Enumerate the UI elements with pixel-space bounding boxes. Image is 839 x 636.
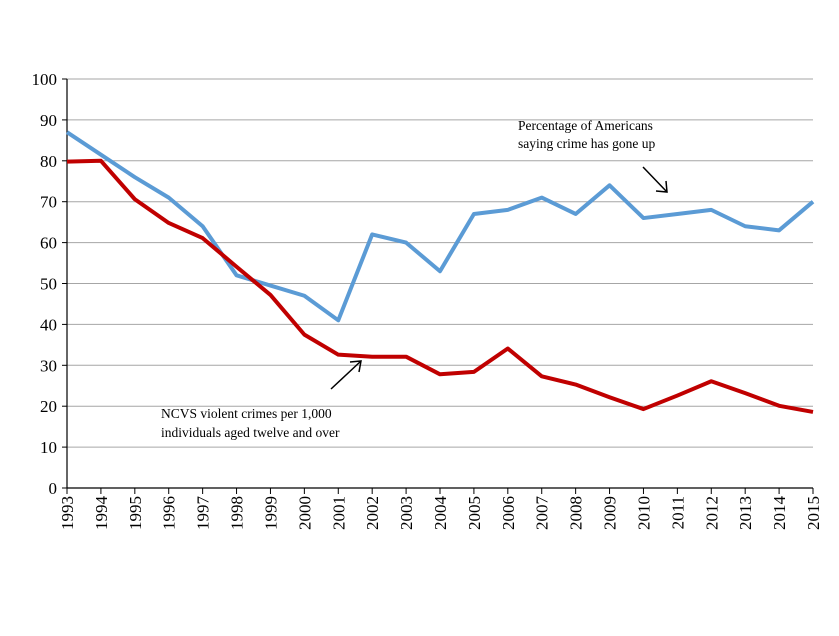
series-lines [65, 130, 815, 414]
annotation-ncvs: NCVS violent crimes per 1,000 individual… [161, 360, 362, 440]
y-tick-label: 90 [40, 111, 57, 130]
y-tick-label: 10 [40, 438, 57, 457]
y-tick-label: 80 [40, 152, 57, 171]
y-tick-label: 60 [40, 234, 57, 253]
arrow-icon [642, 166, 668, 193]
x-tick-label: 1999 [261, 496, 280, 530]
x-tick-label: 2013 [736, 496, 755, 530]
x-tick-label: 2014 [770, 496, 789, 531]
axes [62, 78, 814, 494]
x-tick-label: 2001 [329, 496, 348, 530]
x-tick-label: 1994 [92, 496, 111, 531]
y-tick-label: 100 [32, 70, 58, 89]
x-tick-label: 1996 [160, 496, 179, 530]
y-tick-label: 70 [40, 193, 57, 212]
x-tick-label: 2015 [804, 496, 823, 530]
x-tick-label: 2011 [668, 496, 687, 529]
x-tick-label: 2003 [397, 496, 416, 530]
y-tick-label: 0 [49, 479, 58, 498]
arrow-icon [330, 360, 362, 390]
x-tick-label: 2006 [499, 496, 518, 530]
x-tick-label: 2002 [363, 496, 382, 530]
y-tick-label: 50 [40, 275, 57, 294]
y-tick-label: 40 [40, 315, 57, 334]
tick-labels: 0 10 20 30 40 50 60 70 80 90 100 1993 1994 1995 1996 19… [32, 70, 824, 530]
x-tick-label: 2010 [634, 496, 653, 530]
x-tick-label: 2008 [567, 496, 586, 530]
x-tick-label: 2004 [431, 496, 450, 531]
gridlines [67, 78, 813, 448]
y-tick-label: 20 [40, 397, 57, 416]
annotation-line: NCVS violent crimes per 1,000 [161, 406, 332, 421]
annotation-americans: Percentage of Americans saying crime has… [518, 118, 668, 193]
x-tick-label: 1998 [228, 496, 247, 530]
x-tick-label: 2009 [601, 496, 620, 530]
annotation-line: saying crime has gone up [518, 136, 655, 151]
annotation-line: individuals aged twelve and over [161, 425, 340, 440]
x-tick-label: 2012 [702, 496, 721, 530]
x-tick-label: 1993 [58, 496, 77, 530]
annotation-line: Percentage of Americans [518, 118, 653, 133]
x-tick-label: 2005 [465, 496, 484, 530]
x-tick-label: 1997 [194, 496, 213, 531]
y-tick-label: 30 [40, 356, 57, 375]
x-tick-label: 2007 [533, 496, 552, 531]
x-tick-label: 1995 [126, 496, 145, 530]
x-tick-label: 2000 [295, 496, 314, 530]
